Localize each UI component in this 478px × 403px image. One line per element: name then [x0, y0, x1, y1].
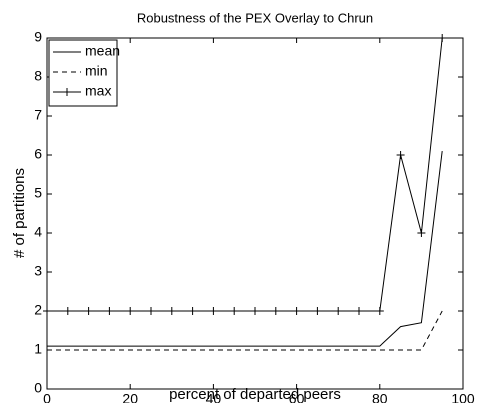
legend-box [48, 39, 118, 107]
x-tick-label: 0 [43, 391, 51, 403]
x-tick-label: 60 [289, 391, 305, 403]
marker [251, 307, 259, 315]
y-tick-label: 4 [34, 224, 42, 240]
marker [105, 307, 114, 315]
y-tick-label: 2 [34, 302, 42, 318]
marker [209, 307, 218, 315]
marker [230, 307, 239, 315]
marker [271, 307, 280, 315]
line-1 [47, 310, 443, 351]
y-tick-label: 8 [34, 68, 42, 84]
legend-label: max [85, 83, 111, 99]
y-tick-label: 9 [34, 29, 42, 45]
marker [63, 88, 71, 96]
legend-label: min [85, 63, 108, 79]
y-tick-label: 3 [34, 263, 42, 279]
marker [375, 307, 384, 315]
marker [188, 307, 197, 315]
marker [63, 307, 72, 315]
y-axis-label: # of partitions [11, 168, 28, 258]
marker [84, 307, 93, 315]
legend-label: mean [85, 43, 120, 59]
marker [126, 307, 135, 315]
marker [417, 229, 426, 237]
y-tick-label: 6 [34, 146, 42, 162]
x-axis-label: percent of departed peers [169, 386, 341, 403]
x-tick-label: 20 [122, 391, 138, 403]
chart-title: Robustness of the PEX Overlay to Chrun [137, 10, 373, 25]
y-tick-label: 7 [34, 107, 42, 123]
plot-frame [46, 37, 464, 390]
y-tick-label: 1 [34, 341, 42, 357]
marker [292, 307, 301, 315]
marker [396, 151, 405, 159]
marker [334, 307, 343, 315]
y-tick-label: 0 [34, 380, 42, 396]
x-tick-label: 80 [372, 391, 388, 403]
marker [167, 307, 176, 315]
x-tick-label: 40 [206, 391, 222, 403]
marker [147, 307, 155, 315]
x-tick-label: 100 [451, 391, 475, 403]
y-tick-label: 5 [34, 185, 42, 201]
marker [313, 307, 322, 315]
marker [355, 307, 363, 315]
line-0 [47, 151, 443, 347]
